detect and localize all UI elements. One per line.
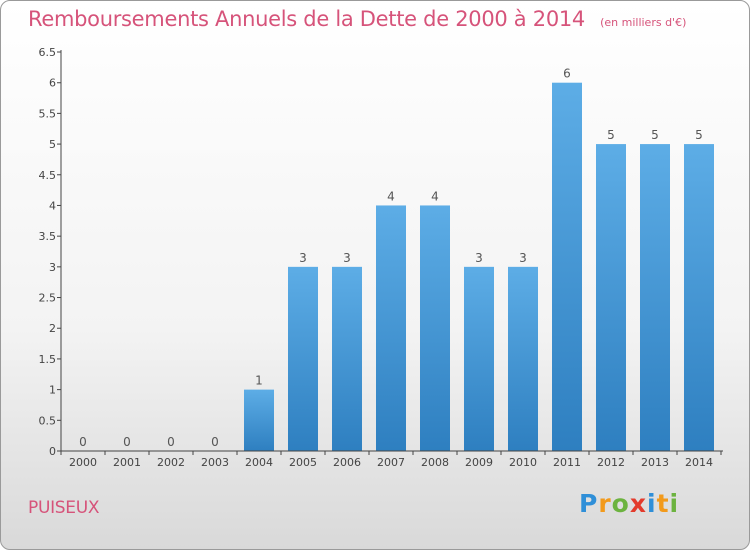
x-tick-label: 2014: [685, 456, 713, 469]
data-label: 3: [299, 251, 307, 265]
x-tick-label: 2011: [553, 456, 581, 469]
data-label: 5: [695, 128, 703, 142]
data-label: 6: [563, 67, 571, 81]
data-label: 0: [79, 435, 87, 449]
logo-letter: i: [647, 489, 657, 518]
y-tick-label: 5.5: [39, 107, 57, 120]
y-tick-label: 1: [49, 384, 56, 397]
chart-title: Remboursements Annuels de la Dette de 20…: [28, 7, 585, 31]
logo-letter: r: [598, 489, 612, 518]
y-tick-label: 0: [49, 445, 56, 458]
x-tick-label: 2009: [465, 456, 493, 469]
logo-letter: t: [656, 489, 670, 518]
data-label: 3: [343, 251, 351, 265]
logo-letter: P: [579, 489, 599, 518]
axis-layer: 0 0.5 1 1.5 2 2.5 3 3.5 4 4.5 5 5.5 6 6.5 2000 2001 2002…: [39, 46, 723, 469]
y-tick-label: 4.5: [39, 169, 57, 182]
title-row: Remboursements Annuels de la Dette de 20…: [28, 7, 686, 31]
bar: [508, 266, 538, 451]
y-tick-label: 5: [49, 138, 56, 151]
x-tick-label: 2005: [289, 456, 317, 469]
data-label: 4: [431, 189, 439, 203]
data-label: 0: [211, 435, 219, 449]
data-label: 0: [123, 435, 131, 449]
y-tick-label: 1.5: [39, 353, 57, 366]
y-tick-label: 6.5: [39, 46, 57, 59]
bar: [552, 82, 582, 451]
bar: [288, 266, 318, 451]
data-label: 3: [475, 251, 483, 265]
logo-letter: i: [669, 489, 680, 518]
y-tick-label: 3: [49, 261, 56, 274]
x-tick-label: 2008: [421, 456, 449, 469]
bar: [640, 144, 670, 452]
x-tick-label: 2004: [245, 456, 273, 469]
x-tick-label: 2006: [333, 456, 361, 469]
data-label: 1: [255, 374, 263, 388]
bar: [684, 144, 714, 452]
bar: [464, 266, 494, 451]
bar: [376, 205, 406, 451]
y-tick-label: 6: [49, 77, 56, 90]
bars-layer: 0 0 0 0 1 3 3 4 4 3 3 6 5 5 5: [79, 67, 714, 452]
data-label: 3: [519, 251, 527, 265]
logo-letter: o: [611, 489, 630, 518]
x-tick-label: 2012: [597, 456, 625, 469]
bar: [244, 389, 274, 451]
proxiti-logo[interactable]: Proxiti: [579, 489, 679, 518]
x-tick-label: 2013: [641, 456, 669, 469]
x-tick-label: 2003: [201, 456, 229, 469]
data-label: 4: [387, 189, 395, 203]
bar: [332, 266, 362, 451]
logo-letter: x: [629, 489, 647, 518]
bar: [596, 144, 626, 452]
data-label: 5: [651, 128, 659, 142]
x-tick-label: 2002: [157, 456, 185, 469]
y-tick-label: 3.5: [39, 230, 57, 243]
data-label: 5: [607, 128, 615, 142]
y-tick-label: 2.5: [39, 292, 57, 305]
chart-unit: (en milliers d'€): [600, 16, 687, 29]
commune-name: PUISEUX: [28, 498, 100, 518]
x-tick-label: 2001: [113, 456, 141, 469]
x-tick-label: 2000: [69, 456, 97, 469]
bar: [420, 205, 450, 451]
y-tick-label: 2: [49, 322, 56, 335]
data-label: 0: [167, 435, 175, 449]
y-tick-label: 4: [49, 199, 56, 212]
x-tick-label: 2010: [509, 456, 537, 469]
y-tick-label: 0.5: [39, 414, 57, 427]
x-tick-label: 2007: [377, 456, 405, 469]
